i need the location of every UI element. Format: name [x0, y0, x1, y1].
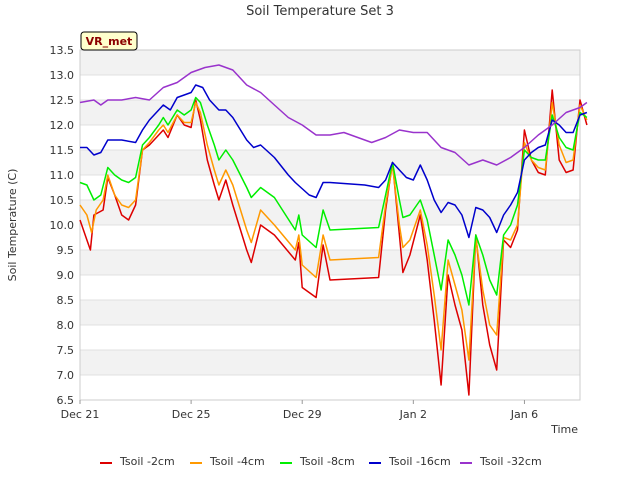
x-tick-label: Jan 2 [399, 408, 427, 421]
grid-bands [80, 50, 580, 375]
series-lines [79, 64, 588, 396]
grid-band [80, 250, 580, 275]
y-tick-label: 8.0 [57, 319, 75, 332]
site-badge: VR_met [80, 31, 138, 51]
x-axis-ticks: Dec 21 Dec 25 Dec 29 Jan 2 Jan 6 [61, 400, 538, 421]
legend-label: Tsoil -16cm [388, 455, 451, 468]
site-badge-label: VR_met [86, 35, 133, 48]
x-tick-label: Dec 21 [61, 408, 100, 421]
y-tick-label: 12.0 [50, 119, 75, 132]
grid-band [80, 300, 580, 325]
chart-title: Soil Temperature Set 3 [246, 4, 394, 19]
y-tick-label: 7.0 [57, 369, 75, 382]
site-badge-box [80, 31, 138, 51]
y-tick-label: 13.5 [50, 44, 75, 57]
plot-frame [79, 49, 581, 401]
legend-item: Tsoil -4cm [190, 455, 265, 468]
y-tick-label: 11.0 [50, 169, 75, 182]
legend-label: Tsoil -8cm [299, 455, 355, 468]
y-tick-label: 9.0 [57, 269, 75, 282]
series-line-tsoil32cm [79, 64, 588, 166]
x-tick-label: Dec 29 [283, 408, 322, 421]
legend-item: Tsoil -2cm [100, 455, 175, 468]
y-tick-label: 11.5 [50, 144, 75, 157]
y-tick-label: 7.5 [57, 344, 75, 357]
series-line-tsoil4cm [79, 101, 588, 361]
y-axis-ticks: 6.5 7.0 7.5 8.0 8.5 9.0 9.5 10.0 10.5 11.0 11.5 12.… [50, 44, 75, 407]
legend-label: Tsoil -32cm [479, 455, 542, 468]
x-axis-label: Time [550, 423, 578, 436]
grid-band [80, 350, 580, 375]
series-line-tsoil16cm [80, 84, 588, 239]
y-tick-label: 10.0 [50, 219, 75, 232]
y-tick-label: 8.5 [57, 294, 75, 307]
grid-band [80, 50, 580, 75]
legend-label: Tsoil -2cm [119, 455, 175, 468]
series-line-tsoil8cm [79, 96, 588, 306]
plot-area [79, 49, 588, 401]
y-tick-label: 9.5 [57, 244, 75, 257]
y-axis-label: Soil Temperature (C) [6, 169, 19, 282]
grid-band [80, 100, 580, 125]
y-tick-label: 13.0 [50, 69, 75, 82]
y-tick-label: 6.5 [57, 394, 75, 407]
series-line-tsoil2cm [79, 89, 588, 396]
y-tick-label: 10.5 [50, 194, 75, 207]
grid-band [80, 150, 580, 175]
legend-item: Tsoil -32cm [460, 455, 542, 468]
grid-band [80, 200, 580, 225]
x-tick-label: Jan 6 [510, 408, 538, 421]
y-tick-label: 12.5 [50, 94, 75, 107]
legend-item: Tsoil -16cm [369, 455, 451, 468]
legend-item: Tsoil -8cm [280, 455, 355, 468]
legend: Tsoil -2cm Tsoil -4cm Tsoil -8cm Tsoil -16c… [100, 455, 542, 468]
legend-label: Tsoil -4cm [209, 455, 265, 468]
x-tick-label: Dec 25 [172, 408, 211, 421]
